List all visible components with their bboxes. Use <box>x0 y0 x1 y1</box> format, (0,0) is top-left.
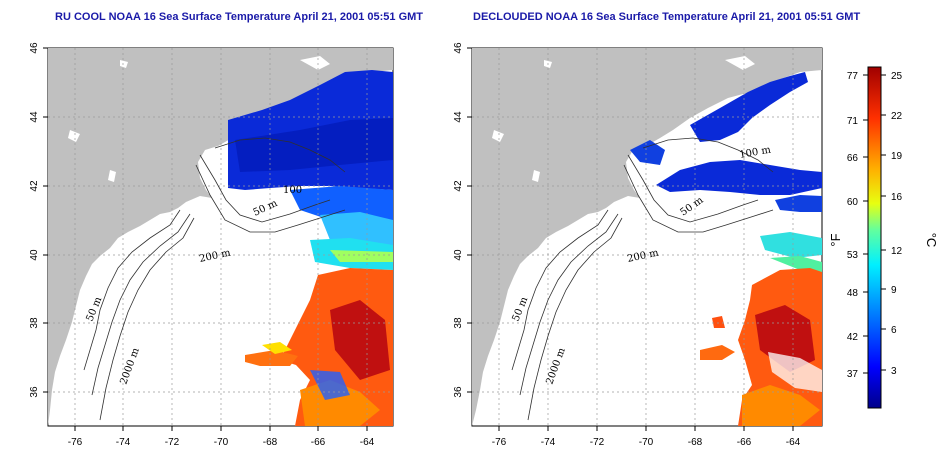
lon-tick-label: -66 <box>311 437 326 448</box>
celsius-tick: 6 <box>891 325 897 336</box>
lat-tick-label: 44 <box>29 111 40 123</box>
right-axis-ticks <box>467 47 794 431</box>
lat-tick-label: 36 <box>29 386 40 398</box>
left-lon-tick-labels: -76 -74 -72 -70 -68 -66 -64 <box>68 437 375 448</box>
lat-tick-label: 46 <box>453 42 464 54</box>
celsius-tick: 9 <box>891 285 897 296</box>
lat-tick-label: 42 <box>29 180 40 192</box>
bathymetry-contours <box>83 137 346 421</box>
lat-tick-label: 38 <box>29 317 40 329</box>
lat-tick-label: 38 <box>453 317 464 329</box>
right-map-panel: 100 m 50 m 200 m 50 m 2000 m -76 -74 -72… <box>453 42 823 448</box>
lon-tick-label: -64 <box>786 437 801 448</box>
lon-tick-label: -70 <box>214 437 229 448</box>
left-map-title: RU COOL NOAA 16 Sea Surface Temperature … <box>55 11 424 23</box>
lon-tick-label: -68 <box>263 437 278 448</box>
lon-tick-label: -76 <box>68 437 83 448</box>
celsius-tick: 16 <box>891 192 903 203</box>
fahrenheit-unit-label: °F <box>828 233 843 246</box>
celsius-tick: 3 <box>891 366 897 377</box>
lon-tick-label: -74 <box>541 437 556 448</box>
left-axis-ticks <box>43 47 368 431</box>
lat-tick-label: 44 <box>453 111 464 123</box>
lon-tick-label: -70 <box>639 437 654 448</box>
celsius-tick: 22 <box>891 111 903 122</box>
right-lon-tick-labels: -76 -74 -72 -70 -68 -66 -64 <box>492 437 801 448</box>
colorbar-gradient <box>867 66 882 409</box>
lon-tick-label: -64 <box>360 437 375 448</box>
left-lat-tick-labels: 46 44 42 40 38 36 <box>29 42 40 398</box>
fahrenheit-tick: 37 <box>847 369 859 380</box>
lon-tick-label: -76 <box>492 437 507 448</box>
land-mass <box>472 48 822 426</box>
celsius-tick: 19 <box>891 151 903 162</box>
lat-tick-label: 40 <box>453 249 464 261</box>
fahrenheit-tick: 77 <box>847 71 859 82</box>
lat-tick-label: 36 <box>453 386 464 398</box>
lon-tick-label: -74 <box>116 437 131 448</box>
lon-tick-label: -72 <box>165 437 180 448</box>
contour-label: 100 <box>283 185 302 196</box>
cold-water-north <box>690 72 808 142</box>
fahrenheit-tick: 53 <box>847 250 859 261</box>
lon-tick-label: -72 <box>590 437 605 448</box>
bathymetry-contours <box>511 137 774 421</box>
right-map-title: DECLOUDED NOAA 16 Sea Surface Temperatur… <box>473 11 861 23</box>
lon-tick-label: -66 <box>737 437 752 448</box>
lat-lon-grid <box>48 48 393 426</box>
left-map-panel: 50 m 200 m 50 m 2000 m 100 -76 -74 -72 -… <box>29 42 394 448</box>
fahrenheit-tick: 71 <box>847 116 859 127</box>
right-lat-tick-labels: 46 44 42 40 38 36 <box>453 42 464 398</box>
land-mass <box>48 48 393 426</box>
celsius-tick: 25 <box>891 71 903 82</box>
celsius-tick: 12 <box>891 246 903 257</box>
fahrenheit-tick: 42 <box>847 332 859 343</box>
colorbar: 77 71 66 60 53 48 42 37 25 22 19 16 12 9… <box>828 66 939 409</box>
fahrenheit-tick: 66 <box>847 153 859 164</box>
fahrenheit-tick: 48 <box>847 288 859 299</box>
fahrenheit-tick: 60 <box>847 197 859 208</box>
celsius-unit-label: °C <box>924 233 939 248</box>
lat-tick-label: 40 <box>29 249 40 261</box>
lat-tick-label: 46 <box>29 42 40 54</box>
lat-lon-grid <box>472 48 822 426</box>
lon-tick-label: -68 <box>688 437 703 448</box>
lat-tick-label: 42 <box>453 180 464 192</box>
